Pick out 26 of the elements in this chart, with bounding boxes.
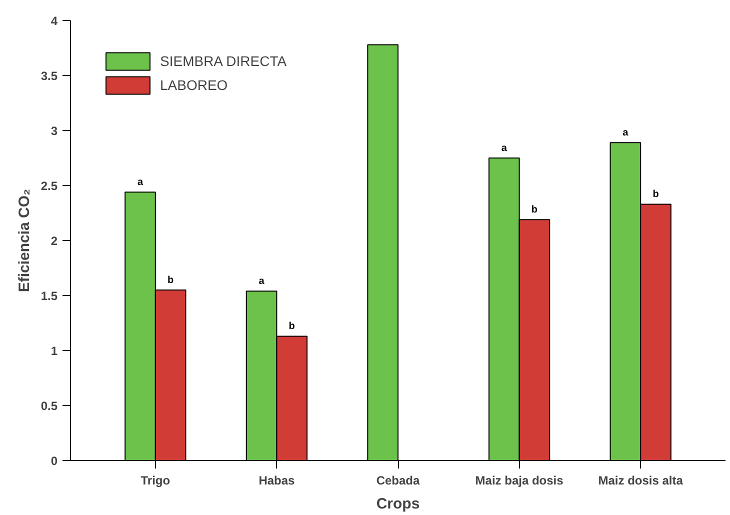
annotation: b bbox=[652, 189, 659, 200]
y-tick-label: 3.5 bbox=[40, 69, 58, 83]
y-tick-label: 2.5 bbox=[40, 179, 58, 193]
y-axis-title: Eficiencia CO₂ bbox=[16, 188, 33, 292]
legend-label: SIEMBRA DIRECTA bbox=[160, 53, 287, 69]
legend-label: LABOREO bbox=[160, 77, 228, 93]
annotation: b bbox=[168, 275, 174, 286]
y-tick-label: 1 bbox=[50, 344, 58, 358]
y-tick-label: 0.5 bbox=[40, 399, 58, 413]
y-tick-label: 4 bbox=[50, 14, 58, 28]
y-tick-label: 1.5 bbox=[40, 289, 58, 303]
annotation: b bbox=[531, 204, 538, 216]
y-tick-label: 3 bbox=[50, 124, 58, 138]
y-tick-label: 0 bbox=[50, 454, 58, 468]
x-tick-label: Maiz dosis alta bbox=[598, 474, 684, 488]
x-tick-label: Maiz baja dosis bbox=[475, 474, 564, 488]
y-tick-label: 2 bbox=[50, 234, 58, 248]
annotation: a bbox=[501, 143, 508, 154]
annotation: a bbox=[137, 177, 144, 188]
x-axis-title: Crops bbox=[376, 496, 420, 512]
annotation: b bbox=[288, 321, 295, 332]
annotation: a bbox=[258, 276, 265, 288]
annotation: a bbox=[622, 128, 629, 139]
x-tick-label: Habas bbox=[258, 474, 296, 488]
x-tick-label: Trigo bbox=[140, 474, 170, 488]
x-tick-label: Cebada bbox=[376, 474, 420, 488]
